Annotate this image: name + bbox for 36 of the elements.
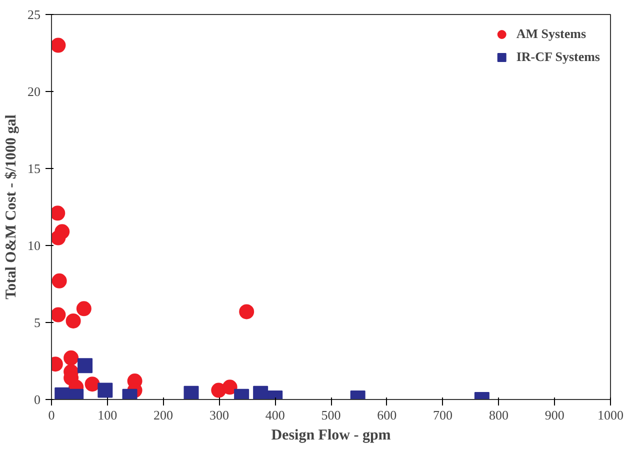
y-tick-label: 20 <box>28 84 40 99</box>
point <box>76 301 92 316</box>
x-tick-label: 800 <box>488 408 508 422</box>
y-tick-label: 25 <box>28 7 40 22</box>
x-tick-label: 500 <box>321 408 341 422</box>
x-tick-label: 100 <box>98 408 118 422</box>
x-tick-label: 1000 <box>598 408 624 422</box>
y-tick-label: 0 <box>34 392 40 407</box>
legend-label: IR-CF Systems <box>516 49 600 65</box>
point <box>98 382 113 398</box>
y-tick-label: 5 <box>34 315 40 330</box>
point <box>52 230 66 246</box>
point <box>64 350 79 366</box>
point <box>78 358 93 374</box>
y-tick-label: 15 <box>28 161 40 176</box>
x-tick-label: 300 <box>209 408 229 422</box>
point <box>66 313 81 328</box>
point <box>52 38 66 53</box>
point <box>253 386 268 400</box>
x-tick-label: 900 <box>544 408 564 422</box>
point <box>52 307 66 322</box>
x-axis-title: Design Flow - gpm <box>271 428 392 444</box>
point <box>184 386 199 400</box>
point <box>222 380 238 395</box>
x-tick-label: 0 <box>48 408 55 422</box>
x-tick-label: 600 <box>377 408 397 422</box>
x-tick-label: 400 <box>265 408 285 422</box>
point <box>239 304 254 320</box>
point <box>52 206 66 221</box>
x-tick-label: 200 <box>154 408 174 422</box>
y-tick-label: 10 <box>28 238 40 253</box>
point <box>52 273 67 288</box>
legend-label: AM Systems <box>516 26 586 42</box>
x-tick-label: 700 <box>433 408 453 422</box>
y-axis-title: Total O&M Cost - $/1000 gal <box>4 114 20 300</box>
point <box>84 376 100 392</box>
